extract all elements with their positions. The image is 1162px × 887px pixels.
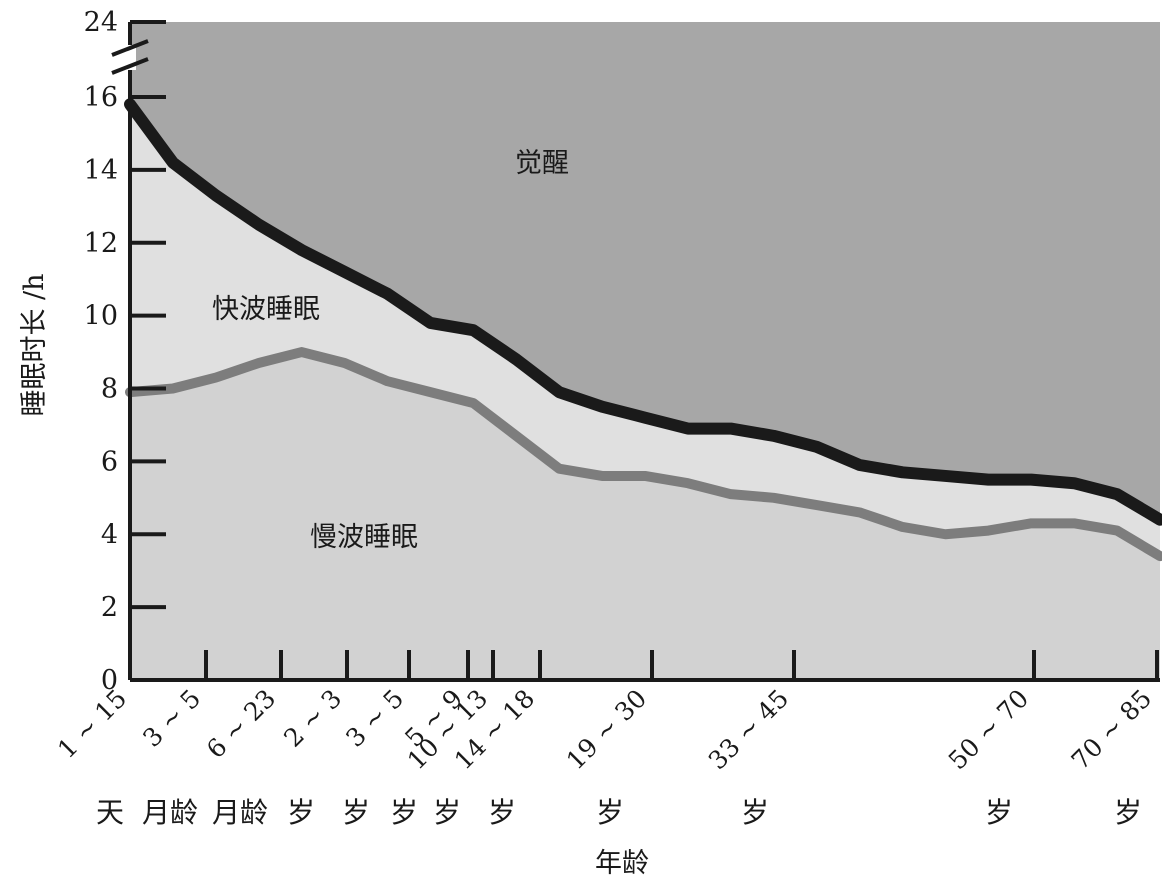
wake-region-label: 觉醒	[515, 148, 569, 179]
total-sleep-line	[124, 98, 1162, 526]
x-category-range: 33 ~ 45	[703, 684, 795, 776]
x-category-unit: 岁	[741, 796, 769, 829]
x-category-range: 1 ~ 15	[52, 684, 132, 764]
x-category-unit: 岁	[287, 796, 315, 829]
x-category-unit: 岁	[342, 796, 370, 829]
x-category-range: 3 ~ 5	[137, 684, 206, 753]
x-category-unit: 岁	[1114, 796, 1142, 829]
rem-sleep-region-label: 快波睡眠	[212, 294, 320, 325]
y-axis-title: 睡眠时长 /h	[19, 273, 50, 416]
x-category-range: 50 ~ 70	[943, 684, 1035, 776]
x-category-unit: 岁	[488, 796, 516, 829]
chart-lines	[124, 98, 1162, 562]
nrem-sleep-region-label: 慢波睡眠	[310, 522, 418, 553]
y-tick-label: 8	[101, 374, 118, 405]
y-tick-label: 16	[84, 82, 118, 113]
y-tick-label: 2	[101, 592, 118, 623]
nrem-sleep-area	[130, 352, 1160, 680]
y-tick-label: 14	[84, 155, 118, 186]
y-tick-label: 0	[101, 665, 118, 696]
x-category-unit: 岁	[390, 796, 418, 829]
axis-break-mark	[111, 39, 149, 57]
x-category-unit: 岁	[985, 796, 1013, 829]
nrem-sleep-line	[125, 347, 1162, 562]
x-category-unit: 岁	[433, 796, 461, 829]
y-tick-label: 24	[84, 7, 118, 38]
x-category-unit: 月龄	[142, 796, 198, 829]
y-tick-label: 4	[101, 519, 118, 550]
x-category-unit: 天	[96, 796, 124, 829]
x-axis-ticks	[204, 650, 1159, 680]
axis-break-mark	[111, 57, 149, 75]
x-category-range: 70 ~ 85	[1066, 684, 1158, 776]
y-tick-label: 6	[101, 446, 118, 477]
y-tick-label: 12	[84, 228, 118, 259]
x-category-unit: 月龄	[212, 796, 268, 829]
x-category-range: 6 ~ 23	[201, 684, 281, 764]
y-tick-label: 10	[84, 301, 118, 332]
x-category-unit: 岁	[596, 796, 624, 829]
x-category-range: 19 ~ 30	[561, 684, 653, 776]
x-category-range: 3 ~ 5	[340, 684, 409, 753]
chart-areas	[130, 22, 1160, 681]
x-category-range: 2 ~ 3	[278, 684, 347, 753]
x-axis-title: 年龄	[595, 848, 649, 879]
